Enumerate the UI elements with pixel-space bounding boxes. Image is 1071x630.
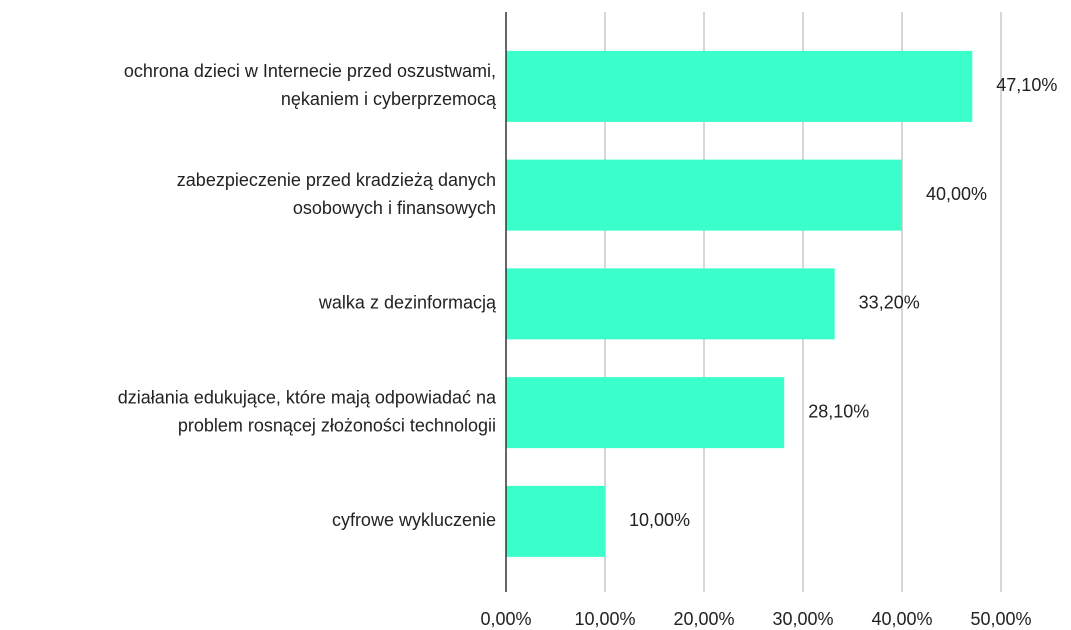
value-label: 10,00% (629, 510, 690, 530)
value-label: 28,10% (808, 401, 869, 421)
bar (506, 268, 835, 340)
x-tick-label: 20,00% (673, 609, 734, 629)
bar (506, 377, 785, 449)
x-tick-label: 40,00% (871, 609, 932, 629)
category-label: walka z dezinformacją (318, 293, 497, 313)
category-label: cyfrowe wykluczenie (332, 510, 496, 530)
category-label: ochrona dzieci w Internecie przed oszust… (124, 61, 496, 81)
x-tick-label: 30,00% (772, 609, 833, 629)
bar (506, 50, 973, 122)
category-label: problem rosnącej złożoności technologii (178, 415, 496, 435)
category-label: działania edukujące, które mają odpowiad… (118, 387, 497, 407)
category-label: zabezpieczenie przed kradzieżą danych (177, 170, 496, 190)
value-label: 33,20% (859, 293, 920, 313)
x-tick-label: 50,00% (970, 609, 1031, 629)
x-tick-label: 0,00% (480, 609, 531, 629)
bar (506, 159, 902, 231)
x-tick-label: 10,00% (574, 609, 635, 629)
value-label: 47,10% (996, 75, 1057, 95)
value-label: 40,00% (926, 184, 987, 204)
category-label: nękaniem i cyberprzemocą (281, 89, 497, 109)
bar (506, 485, 605, 557)
category-label: osobowych i finansowych (293, 198, 496, 218)
